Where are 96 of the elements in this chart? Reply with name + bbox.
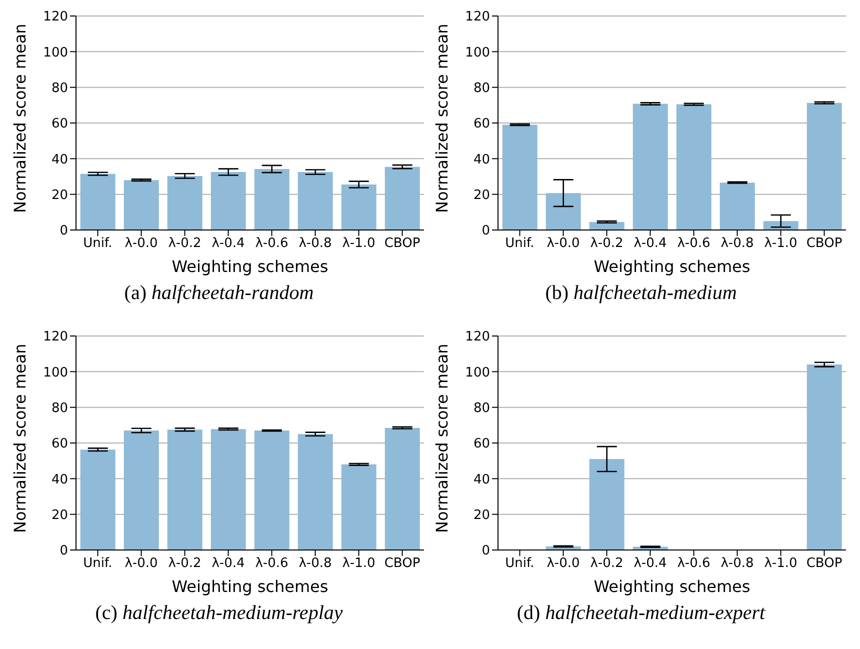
- y-tick-label: 100: [43, 365, 68, 380]
- y-tick-label: 0: [60, 544, 68, 559]
- x-tick-label: CBOP: [806, 236, 842, 252]
- bar: [80, 450, 116, 550]
- x-tick-label: λ-0.6: [677, 556, 710, 572]
- x-tick-label: λ-0.2: [168, 556, 202, 572]
- bar: [254, 430, 290, 550]
- x-tick-label: λ-0.8: [298, 556, 332, 572]
- x-tick-label: CBOP: [384, 556, 420, 572]
- x-tick-label: λ-1.0: [764, 236, 798, 252]
- y-tick-label: 120: [465, 330, 490, 345]
- y-axis-title: Normalized score mean: [432, 344, 452, 533]
- y-tick-label: 20: [473, 188, 490, 203]
- x-tick-label: λ-0.8: [720, 236, 754, 252]
- y-tick-label: 40: [51, 152, 68, 168]
- bar: [341, 464, 376, 550]
- x-tick-label: λ-0.6: [255, 556, 288, 572]
- bar: [210, 429, 246, 550]
- y-tick-label: 0: [482, 224, 490, 239]
- y-tick-label: 40: [473, 472, 490, 488]
- x-tick-label: λ-0.2: [168, 236, 202, 252]
- x-tick-label: λ-0.6: [677, 236, 710, 252]
- bar: [254, 169, 290, 230]
- x-tick-label: Unif.: [505, 236, 534, 252]
- y-tick-label: 20: [51, 188, 68, 203]
- y-tick-label: 60: [51, 436, 68, 452]
- x-tick-label: Unif.: [83, 236, 112, 252]
- bar: [384, 166, 420, 230]
- text: (a) halfcheetah-random: [124, 282, 314, 304]
- x-tick-label: λ-1.0: [342, 556, 376, 572]
- bar: [806, 102, 842, 230]
- x-tick-label: λ-0.4: [212, 556, 245, 572]
- y-tick-label: 0: [482, 544, 490, 559]
- x-tick-label: λ-0.0: [124, 556, 158, 572]
- x-tick-label: λ-0.6: [255, 236, 288, 252]
- y-tick-label: 100: [465, 365, 490, 380]
- x-tick-label: λ-0.8: [720, 556, 754, 572]
- x-axis-title: Weighting schemes: [172, 577, 328, 596]
- bar: [806, 364, 842, 550]
- x-tick-label: Unif.: [83, 556, 112, 572]
- x-tick-label: λ-0.4: [212, 236, 245, 252]
- x-tick-label: λ-0.0: [546, 236, 580, 252]
- x-tick-label: λ-0.0: [546, 556, 580, 572]
- y-tick-label: 100: [43, 45, 68, 60]
- x-tick-label: CBOP: [384, 236, 420, 252]
- y-tick-label: 20: [51, 508, 68, 523]
- y-tick-label: 120: [43, 330, 68, 345]
- x-tick-label: λ-0.4: [634, 556, 667, 572]
- bar: [167, 430, 202, 550]
- x-tick-label: λ-0.8: [298, 236, 332, 252]
- x-axis-title: Weighting schemes: [172, 257, 328, 276]
- bar: [124, 180, 159, 230]
- y-tick-label: 60: [51, 116, 68, 132]
- bar: [124, 430, 159, 550]
- x-axis-title: Weighting schemes: [594, 257, 750, 276]
- y-tick-label: 40: [51, 472, 68, 488]
- x-tick-label: λ-0.0: [124, 236, 158, 252]
- bar: [167, 176, 202, 230]
- text: (c) halfcheetah-medium-replay: [95, 602, 343, 624]
- y-tick-label: 120: [43, 10, 68, 25]
- y-tick-label: 20: [473, 508, 490, 523]
- text: (d) halfcheetah-medium-expert: [516, 602, 766, 624]
- y-tick-label: 120: [465, 10, 490, 25]
- bar: [341, 184, 376, 230]
- y-tick-label: 40: [473, 152, 490, 168]
- y-tick-label: 80: [473, 400, 490, 416]
- y-tick-label: 80: [473, 80, 490, 96]
- y-tick-label: 100: [465, 45, 490, 60]
- x-tick-label: λ-0.2: [590, 236, 624, 252]
- bar: [589, 459, 624, 550]
- bar: [210, 172, 246, 230]
- y-axis-title: Normalized score mean: [10, 344, 30, 533]
- x-tick-label: λ-1.0: [342, 236, 376, 252]
- bar: [298, 172, 333, 230]
- y-axis-title: Normalized score mean: [432, 24, 452, 213]
- bar: [502, 124, 538, 230]
- bar: [298, 434, 333, 550]
- y-tick-label: 60: [473, 116, 490, 132]
- x-tick-label: λ-0.2: [590, 556, 624, 572]
- bar: [676, 104, 712, 230]
- bar: [80, 174, 116, 230]
- y-tick-label: 60: [473, 436, 490, 452]
- y-tick-label: 80: [51, 80, 68, 96]
- bar: [546, 193, 581, 230]
- text: (b) halfcheetah-medium: [545, 282, 737, 304]
- x-tick-label: CBOP: [806, 556, 842, 572]
- x-axis-title: Weighting schemes: [594, 577, 750, 596]
- x-tick-label: λ-0.4: [634, 236, 667, 252]
- bar: [632, 104, 668, 230]
- y-tick-label: 80: [51, 400, 68, 416]
- y-axis-title: Normalized score mean: [10, 24, 30, 213]
- x-tick-label: Unif.: [505, 556, 534, 572]
- bar: [384, 428, 420, 550]
- y-tick-label: 0: [60, 224, 68, 239]
- bar: [720, 182, 755, 230]
- x-tick-label: λ-1.0: [764, 556, 798, 572]
